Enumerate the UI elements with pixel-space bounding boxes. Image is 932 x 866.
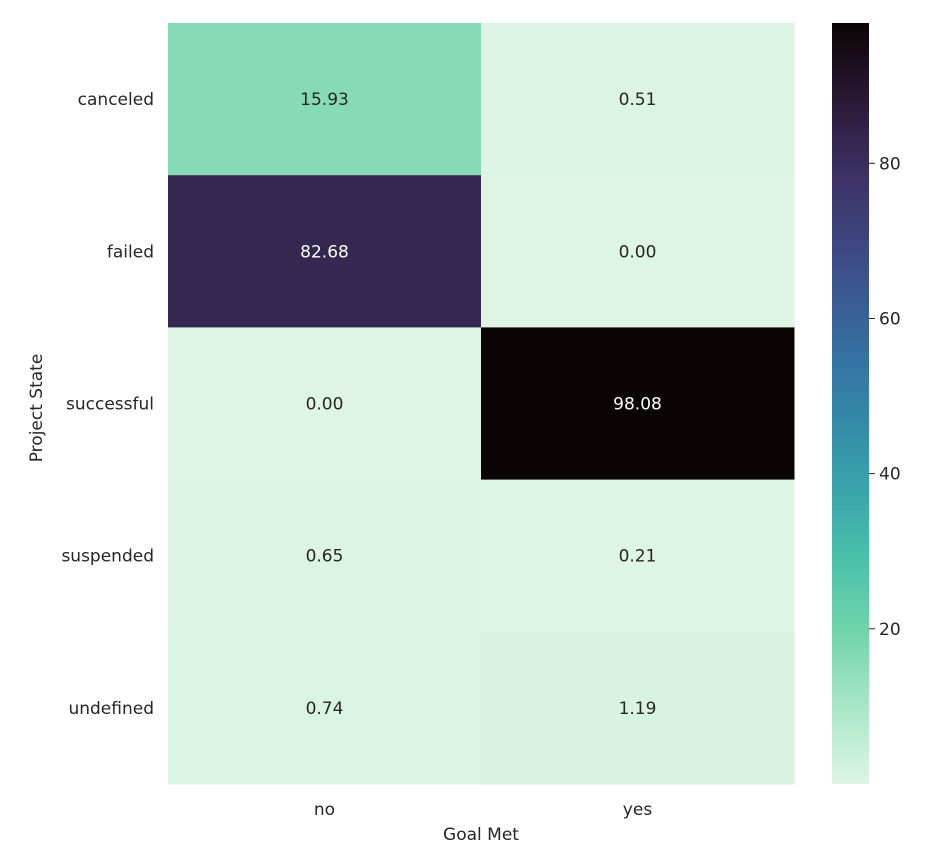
heatmap-cells — [168, 23, 795, 785]
cell-value-label: 0.65 — [306, 547, 344, 567]
cell-value-label: 0.51 — [619, 90, 657, 110]
y-tick-label: successful — [66, 395, 154, 415]
cell-value-label: 15.93 — [300, 90, 349, 110]
colorbar-tick-label: 20 — [879, 620, 901, 640]
heatmap-cell — [481, 631, 795, 785]
cell-value-label: 82.68 — [300, 242, 349, 262]
cell-value-label: 1.19 — [619, 699, 657, 719]
cell-value-label: 0.21 — [619, 547, 657, 567]
x-tick-label: yes — [623, 800, 653, 820]
heatmap-cell — [168, 631, 482, 785]
colorbar — [832, 23, 869, 784]
colorbar-tick-label: 80 — [879, 154, 901, 174]
heatmap-cell — [168, 23, 482, 176]
cell-value-label: 0.74 — [306, 699, 344, 719]
y-tick-label: failed — [107, 242, 154, 262]
heatmap-cell — [168, 327, 482, 481]
colorbar-tick-label: 60 — [879, 309, 901, 329]
heatmap-cell — [481, 327, 795, 481]
heatmap-cell — [481, 479, 795, 633]
y-tick-label: suspended — [61, 547, 154, 567]
x-tick-label: no — [314, 800, 335, 820]
y-axis-title: Project State — [27, 354, 47, 463]
heatmap-cell-labels: 15.93 0.51 82.68 0.00 0.00 98.08 0.65 0.21 0.74 1… — [300, 90, 662, 719]
cell-value-label: 0.00 — [306, 395, 344, 415]
x-axis-title: Goal Met — [443, 825, 519, 845]
heatmap-cell — [168, 175, 482, 328]
x-axis-ticks: no yes — [314, 800, 652, 820]
heatmap-cell — [168, 479, 482, 633]
cell-value-label: 98.08 — [613, 395, 662, 415]
y-axis-ticks: canceled failed successful suspended undefin… — [61, 90, 154, 719]
cell-value-label: 0.00 — [619, 242, 657, 262]
y-tick-label: undefined — [68, 699, 154, 719]
heatmap-cell — [481, 23, 795, 176]
colorbar-tick-label: 40 — [879, 465, 901, 485]
colorbar-ticks: 20 40 60 80 — [869, 154, 901, 640]
y-tick-label: canceled — [78, 90, 154, 110]
heatmap-cell — [481, 175, 795, 328]
